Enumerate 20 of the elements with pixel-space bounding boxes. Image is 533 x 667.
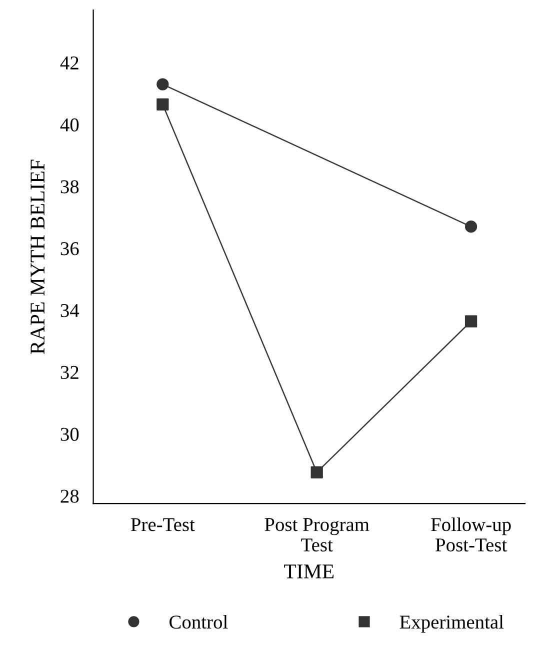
y-tick-label: 42 [60,56,78,70]
point [310,466,323,478]
y-tick-label: 38 [60,180,79,194]
y-tick-label: 28 [60,490,79,503]
y-tick-label: 32 [60,366,78,380]
y-axis-title: RAPE MYTH BELIEF [30,160,44,354]
x-tick-label: Follow-up Post-Test [431,517,511,552]
legend-label: Control [170,614,228,629]
point [464,220,478,233]
y-tick-label: 36 [60,242,79,256]
y-tick-label: 30 [60,428,79,441]
point [156,78,169,90]
point [156,98,169,110]
x-tick-label: Post Program Test [264,518,370,552]
y-tick-label: 40 [60,118,79,132]
point [464,315,478,328]
y-tick-label: 34 [60,304,80,318]
x-tick-label: Pre-Test [130,518,195,532]
legend-label: Experimental [400,614,504,633]
x-axis-title: TIME [284,564,334,578]
